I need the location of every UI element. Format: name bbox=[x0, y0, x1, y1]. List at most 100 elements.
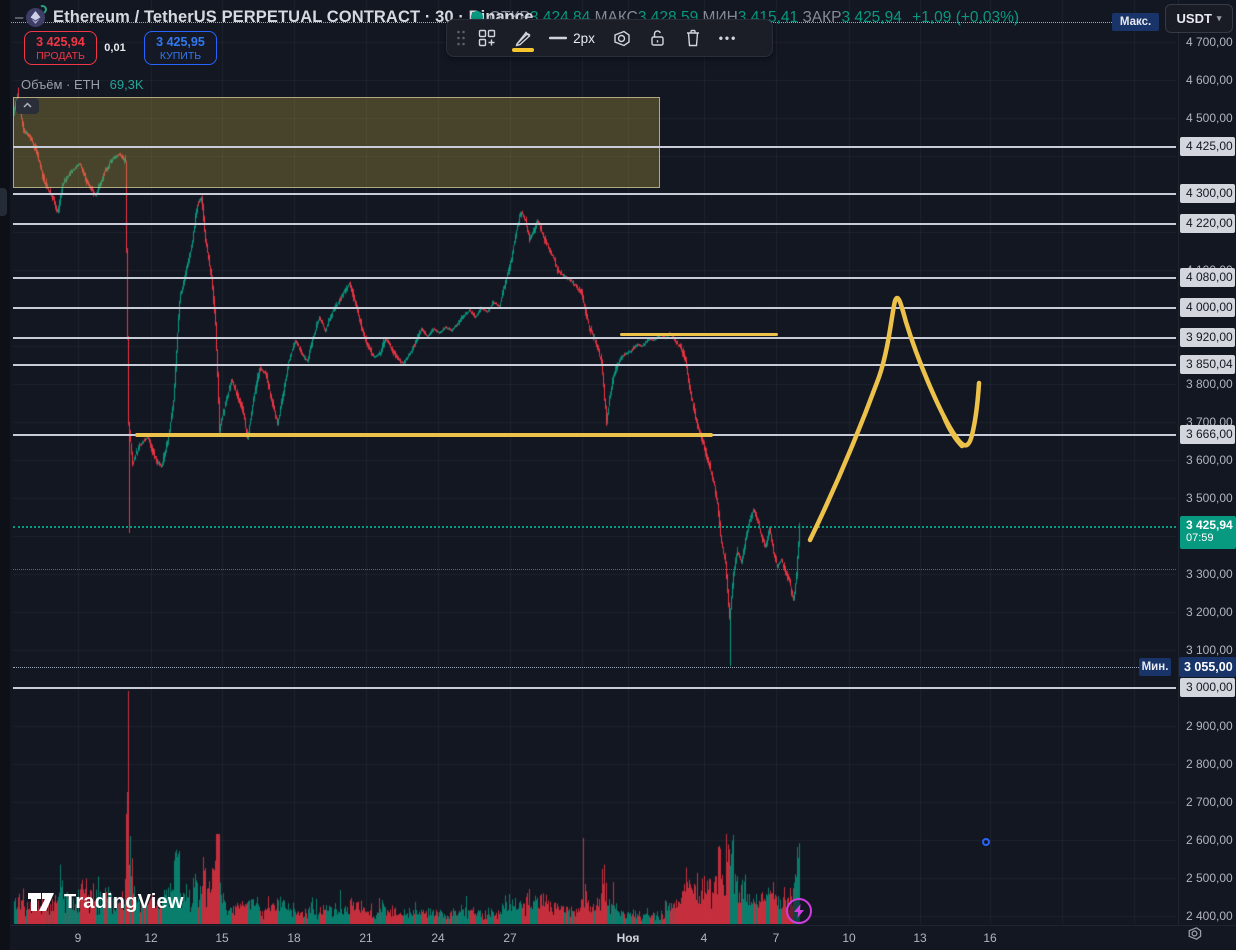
buy-button[interactable]: 3 425,95 КУПИТЬ bbox=[144, 31, 217, 65]
price-tick-label: 2 800,00 bbox=[1186, 757, 1233, 771]
currency-dropdown[interactable]: USDT ▾ bbox=[1165, 4, 1233, 33]
toolbar-drag-handle[interactable] bbox=[453, 23, 469, 53]
time-axis-label: 16 bbox=[983, 931, 997, 945]
tradingview-logo-text: TradingView bbox=[64, 890, 184, 913]
templates-icon[interactable] bbox=[469, 23, 505, 53]
time-axis-label: 12 bbox=[144, 931, 158, 945]
time-axis-label: 9 bbox=[74, 931, 82, 945]
symbol-title-button[interactable]: Ethereum / TetherUS PERPETUAL CONTRACT ·… bbox=[26, 3, 534, 27]
price-tick-label: 3 300,00 bbox=[1186, 567, 1233, 581]
price-tick-label: 4 700,00 bbox=[1186, 35, 1233, 49]
time-axis-label: 15 bbox=[215, 931, 229, 945]
left-edge-panel bbox=[0, 0, 10, 950]
chevron-down-icon: ▾ bbox=[1216, 13, 1222, 23]
price-level-badge: 4 000,00 bbox=[1180, 298, 1235, 317]
time-axis[interactable]: 9 12 15 18 21 24 27 Ноя 4 7 10 13 16 bbox=[0, 925, 1236, 950]
yellow-horizontal-line[interactable] bbox=[135, 433, 713, 437]
horizontal-level-line[interactable] bbox=[13, 193, 1176, 195]
flash-event-marker[interactable] bbox=[786, 898, 812, 924]
tradingview-logo-icon bbox=[28, 893, 54, 911]
range-low-label: Мин. bbox=[1139, 658, 1171, 676]
price-tick-label: 3 600,00 bbox=[1186, 453, 1233, 467]
close-value: 3 425,94 bbox=[841, 9, 902, 26]
price-level-badge: 4 080,00 bbox=[1180, 267, 1235, 287]
horizontal-level-line[interactable] bbox=[13, 687, 1176, 689]
buy-label: КУПИТЬ bbox=[159, 50, 202, 62]
price-level-badge: 3 850,04 bbox=[1180, 354, 1235, 374]
price-axis[interactable]: 3 425,94 07:59 3 055,00 4 700,00 4 600,00… bbox=[1178, 0, 1236, 925]
more-dots: ••• bbox=[718, 31, 738, 45]
yellow-horizontal-line[interactable] bbox=[620, 332, 778, 336]
bar-countdown: 07:59 bbox=[1186, 532, 1214, 544]
horizontal-level-line[interactable] bbox=[13, 307, 1176, 309]
range-low-price-badge: 3 055,00 bbox=[1179, 657, 1236, 677]
price-tick-label: 3 200,00 bbox=[1186, 605, 1233, 619]
sell-button[interactable]: 3 425,94 ПРОДАТЬ bbox=[24, 31, 97, 65]
lock-icon[interactable] bbox=[639, 23, 675, 53]
delete-icon[interactable] bbox=[675, 23, 711, 53]
collapse-pane-button[interactable] bbox=[16, 98, 39, 114]
line-width-selector[interactable]: 2px bbox=[541, 23, 603, 53]
price-level-badge: 3 000,00 bbox=[1180, 678, 1235, 697]
price-level-badge: 4 425,00 bbox=[1180, 136, 1235, 156]
supply-zone-rectangle[interactable] bbox=[13, 96, 660, 188]
price-tick-label: 3 500,00 bbox=[1186, 491, 1233, 505]
price-tick-label: 4 600,00 bbox=[1186, 73, 1233, 87]
more-options-icon[interactable]: ••• bbox=[711, 23, 745, 53]
price-tick-label: 2 900,00 bbox=[1186, 719, 1233, 733]
drawing-anchor-dot[interactable] bbox=[982, 838, 990, 846]
ethereum-logo-icon bbox=[26, 3, 49, 27]
price-tick-label: 2 500,00 bbox=[1186, 871, 1233, 885]
price-tick-label: 2 400,00 bbox=[1186, 909, 1233, 923]
volume-label: Объём · ETH bbox=[21, 77, 100, 92]
tradingview-logo[interactable]: TradingView bbox=[27, 890, 184, 914]
time-axis-label: 7 bbox=[772, 931, 780, 945]
price-tick-label: 4 500,00 bbox=[1186, 111, 1233, 125]
horizontal-level-line[interactable] bbox=[13, 277, 1176, 279]
volume-value: 69,3K bbox=[109, 77, 144, 92]
current-price-value: 3 425,94 bbox=[1186, 518, 1233, 532]
sell-label: ПРОДАТЬ bbox=[36, 50, 85, 62]
time-axis-label: Ноя bbox=[616, 931, 640, 945]
time-axis-label: 21 bbox=[359, 931, 373, 945]
drawing-toolbar: 2px ••• bbox=[446, 19, 773, 57]
horizontal-level-line[interactable] bbox=[13, 146, 1176, 148]
price-level-badge: 4 220,00 bbox=[1180, 214, 1235, 234]
change-value: +1,09 (+0,03%) bbox=[912, 9, 1020, 26]
time-axis-label: 18 bbox=[287, 931, 301, 945]
time-axis-label: 4 bbox=[700, 931, 708, 945]
time-axis-label: 10 bbox=[842, 931, 856, 945]
price-tick-label: 3 100,00 bbox=[1186, 643, 1233, 657]
horizontal-level-line[interactable] bbox=[13, 364, 1176, 366]
range-low-dotted-line bbox=[13, 667, 1139, 668]
horizontal-level-line[interactable] bbox=[13, 223, 1176, 225]
price-tick-label: 3 800,00 bbox=[1186, 377, 1233, 391]
pencil-color-icon[interactable] bbox=[505, 23, 541, 53]
axis-settings-gear-icon[interactable] bbox=[1186, 925, 1203, 947]
price-level-badge: 4 300,00 bbox=[1180, 184, 1235, 203]
spread-value: 0,01 bbox=[104, 42, 126, 54]
volume-indicator-legend[interactable]: Объём · ETH 69,3K bbox=[21, 77, 144, 92]
price-tick-label: 2 700,00 bbox=[1186, 795, 1233, 809]
chart-title: Ethereum / TetherUS PERPETUAL CONTRACT ·… bbox=[53, 8, 534, 26]
buy-price: 3 425,95 bbox=[156, 35, 205, 49]
left-panel-tab[interactable] bbox=[0, 188, 7, 216]
prev-close-dotted-line bbox=[13, 569, 1176, 570]
header-dash: – bbox=[15, 9, 24, 26]
close-label: ЗАКР bbox=[802, 9, 842, 26]
trade-panel: 3 425,94 ПРОДАТЬ 0,01 3 425,95 КУПИТЬ bbox=[24, 31, 217, 65]
currency-value: USDT bbox=[1176, 11, 1212, 26]
price-level-badge: 3 920,00 bbox=[1180, 328, 1235, 348]
pencil-color-swatch bbox=[512, 48, 534, 52]
time-axis-label: 27 bbox=[503, 931, 517, 945]
current-price-badge: 3 425,94 07:59 bbox=[1180, 516, 1236, 549]
horizontal-level-line[interactable] bbox=[13, 337, 1176, 339]
current-price-dotted-line bbox=[13, 526, 1176, 528]
price-level-badge: 3 666,00 bbox=[1180, 424, 1235, 444]
price-tick-label: 2 600,00 bbox=[1186, 833, 1233, 847]
time-axis-label: 24 bbox=[431, 931, 445, 945]
line-width-value: 2px bbox=[573, 30, 595, 46]
settings-icon[interactable] bbox=[603, 23, 639, 53]
price-chart-canvas[interactable] bbox=[0, 0, 1178, 924]
